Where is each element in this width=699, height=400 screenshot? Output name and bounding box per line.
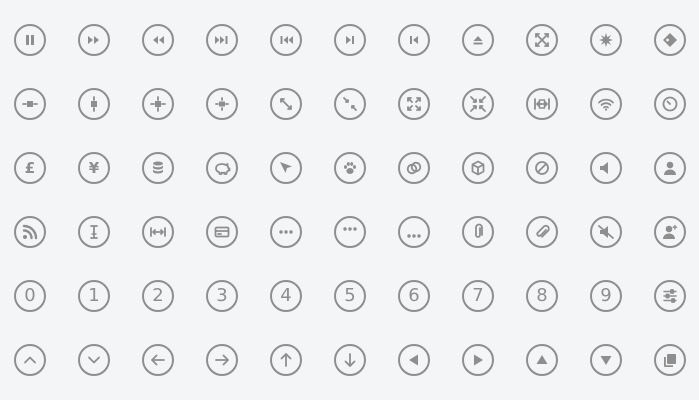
digit-7-icon: 7 — [462, 280, 494, 312]
user-icon — [654, 152, 686, 184]
text-cursor-icon — [78, 216, 110, 248]
digit-1-icon: 1 — [78, 280, 110, 312]
fast-forward-icon — [78, 24, 110, 56]
digit-2-glyph: 2 — [152, 285, 164, 306]
digit-9-glyph: 9 — [600, 285, 612, 306]
horizontal-distribute-icon — [14, 88, 46, 120]
prohibited-icon — [526, 152, 558, 184]
database-icon — [142, 152, 174, 184]
vertical-distribute-icon — [78, 88, 110, 120]
arrow-up-icon — [270, 344, 302, 376]
arrow-left-icon — [142, 344, 174, 376]
digit-7-glyph: 7 — [472, 285, 484, 306]
digit-4-icon: 4 — [270, 280, 302, 312]
ellipsis-top-icon — [334, 216, 366, 248]
digit-6-glyph: 6 — [408, 285, 420, 306]
paw-icon — [334, 152, 366, 184]
digit-8-glyph: 8 — [536, 285, 548, 306]
fit-width-icon — [526, 88, 558, 120]
expand-diagonal-icon — [270, 88, 302, 120]
compass-icon — [654, 88, 686, 120]
digit-4-glyph: 4 — [280, 285, 292, 306]
digit-9-icon: 9 — [590, 280, 622, 312]
piggy-bank-icon — [206, 152, 238, 184]
eject-icon — [462, 24, 494, 56]
digit-3-glyph: 3 — [216, 285, 228, 306]
digit-5-glyph: 5 — [344, 285, 356, 306]
ellipsis-bottom-icon — [398, 216, 430, 248]
settings-sliders-icon — [654, 280, 686, 312]
center-both-icon — [206, 88, 238, 120]
cursor-icon — [270, 152, 302, 184]
credit-card-icon — [206, 216, 238, 248]
tag-icon — [654, 24, 686, 56]
attachment-icon — [526, 216, 558, 248]
triangle-right-icon — [462, 344, 494, 376]
user-add-icon — [654, 216, 686, 248]
shrink-diagonal-icon — [334, 88, 366, 120]
yen-glyph: ¥ — [88, 158, 100, 177]
digit-6-icon: 6 — [398, 280, 430, 312]
paperclip-icon — [462, 216, 494, 248]
pound-glyph: £ — [24, 158, 36, 177]
rss-icon — [14, 216, 46, 248]
close-x-icon — [526, 24, 558, 56]
digit-0-icon: 0 — [14, 280, 46, 312]
burst-icon — [590, 24, 622, 56]
mute-icon — [590, 216, 622, 248]
pound-icon: £ — [14, 152, 46, 184]
copy-icon — [654, 344, 686, 376]
skip-next-icon — [206, 24, 238, 56]
digit-5-icon: 5 — [334, 280, 366, 312]
speaker-icon — [590, 152, 622, 184]
horizontal-resize-icon — [142, 216, 174, 248]
triangle-up-icon — [526, 344, 558, 376]
digit-3-icon: 3 — [206, 280, 238, 312]
rings-icon — [398, 152, 430, 184]
skip-previous-icon — [270, 24, 302, 56]
rewind-icon — [142, 24, 174, 56]
align-center-icon — [142, 88, 174, 120]
chevron-up-icon — [14, 344, 46, 376]
ellipsis-icon — [270, 216, 302, 248]
cube-icon — [462, 152, 494, 184]
digit-8-icon: 8 — [526, 280, 558, 312]
yen-icon: ¥ — [78, 152, 110, 184]
wifi-icon — [590, 88, 622, 120]
arrow-right-icon — [206, 344, 238, 376]
previous-track-icon — [398, 24, 430, 56]
digit-1-glyph: 1 — [88, 285, 100, 306]
digit-2-icon: 2 — [142, 280, 174, 312]
triangle-down-icon — [590, 344, 622, 376]
chevron-down-icon — [78, 344, 110, 376]
digit-0-glyph: 0 — [24, 285, 36, 306]
triangle-left-icon — [398, 344, 430, 376]
fullscreen-icon — [398, 88, 430, 120]
exit-fullscreen-icon — [462, 88, 494, 120]
pause-icon — [14, 24, 46, 56]
arrow-down-icon — [334, 344, 366, 376]
next-track-icon — [334, 24, 366, 56]
